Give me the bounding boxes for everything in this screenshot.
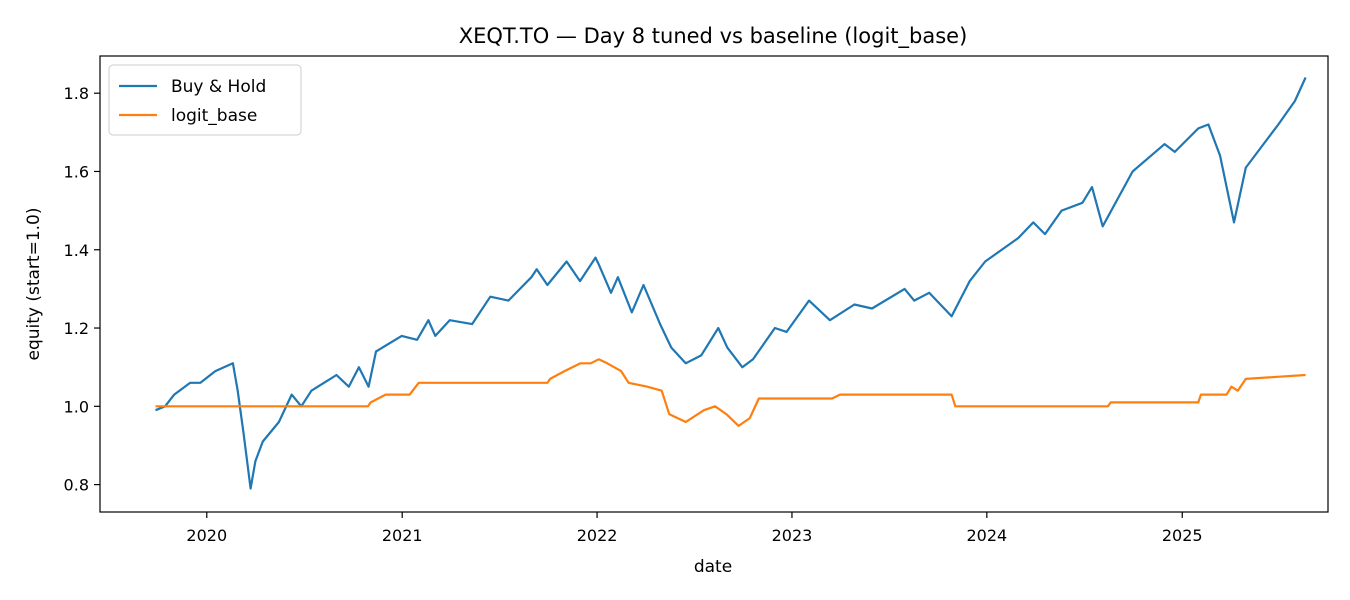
chart-title: XEQT.TO — Day 8 tuned vs baseline (logit…: [459, 24, 968, 49]
legend-box: [108, 64, 302, 136]
axes: 2020 2021 2022 2023 2024 2025 0.8 1.0 1.2 1.4 1.6 1…: [64, 55, 1329, 545]
series-line-1: [155, 358, 1306, 427]
x-tick-label-4: 2024: [966, 526, 1007, 545]
y-axis-label: equity (start=1.0): [24, 207, 44, 360]
y-tick-label-2: 1.2: [64, 319, 89, 338]
x-tick-label-0: 2020: [186, 526, 227, 545]
x-tick-label-5: 2025: [1162, 526, 1203, 545]
y-tick-label-4: 1.6: [64, 162, 89, 181]
plot-area: [155, 77, 1307, 490]
x-tick-label-2: 2022: [577, 526, 618, 545]
x-tick-label-3: 2023: [772, 526, 813, 545]
legend: Buy & Hold logit_base: [108, 64, 302, 136]
legend-label-0: Buy & Hold: [171, 77, 266, 97]
y-tick-label-5: 1.8: [64, 84, 89, 103]
x-tick-label-1: 2021: [382, 526, 423, 545]
x-axis-label: date: [694, 557, 732, 577]
axes-frame: [99, 55, 1329, 513]
series-line-0: [155, 77, 1307, 490]
legend-label-1: logit_base: [171, 106, 257, 126]
y-tick-label-3: 1.4: [64, 241, 89, 260]
y-tick-label-0: 0.8: [64, 476, 89, 495]
y-tick-label-1: 1.0: [64, 397, 89, 416]
